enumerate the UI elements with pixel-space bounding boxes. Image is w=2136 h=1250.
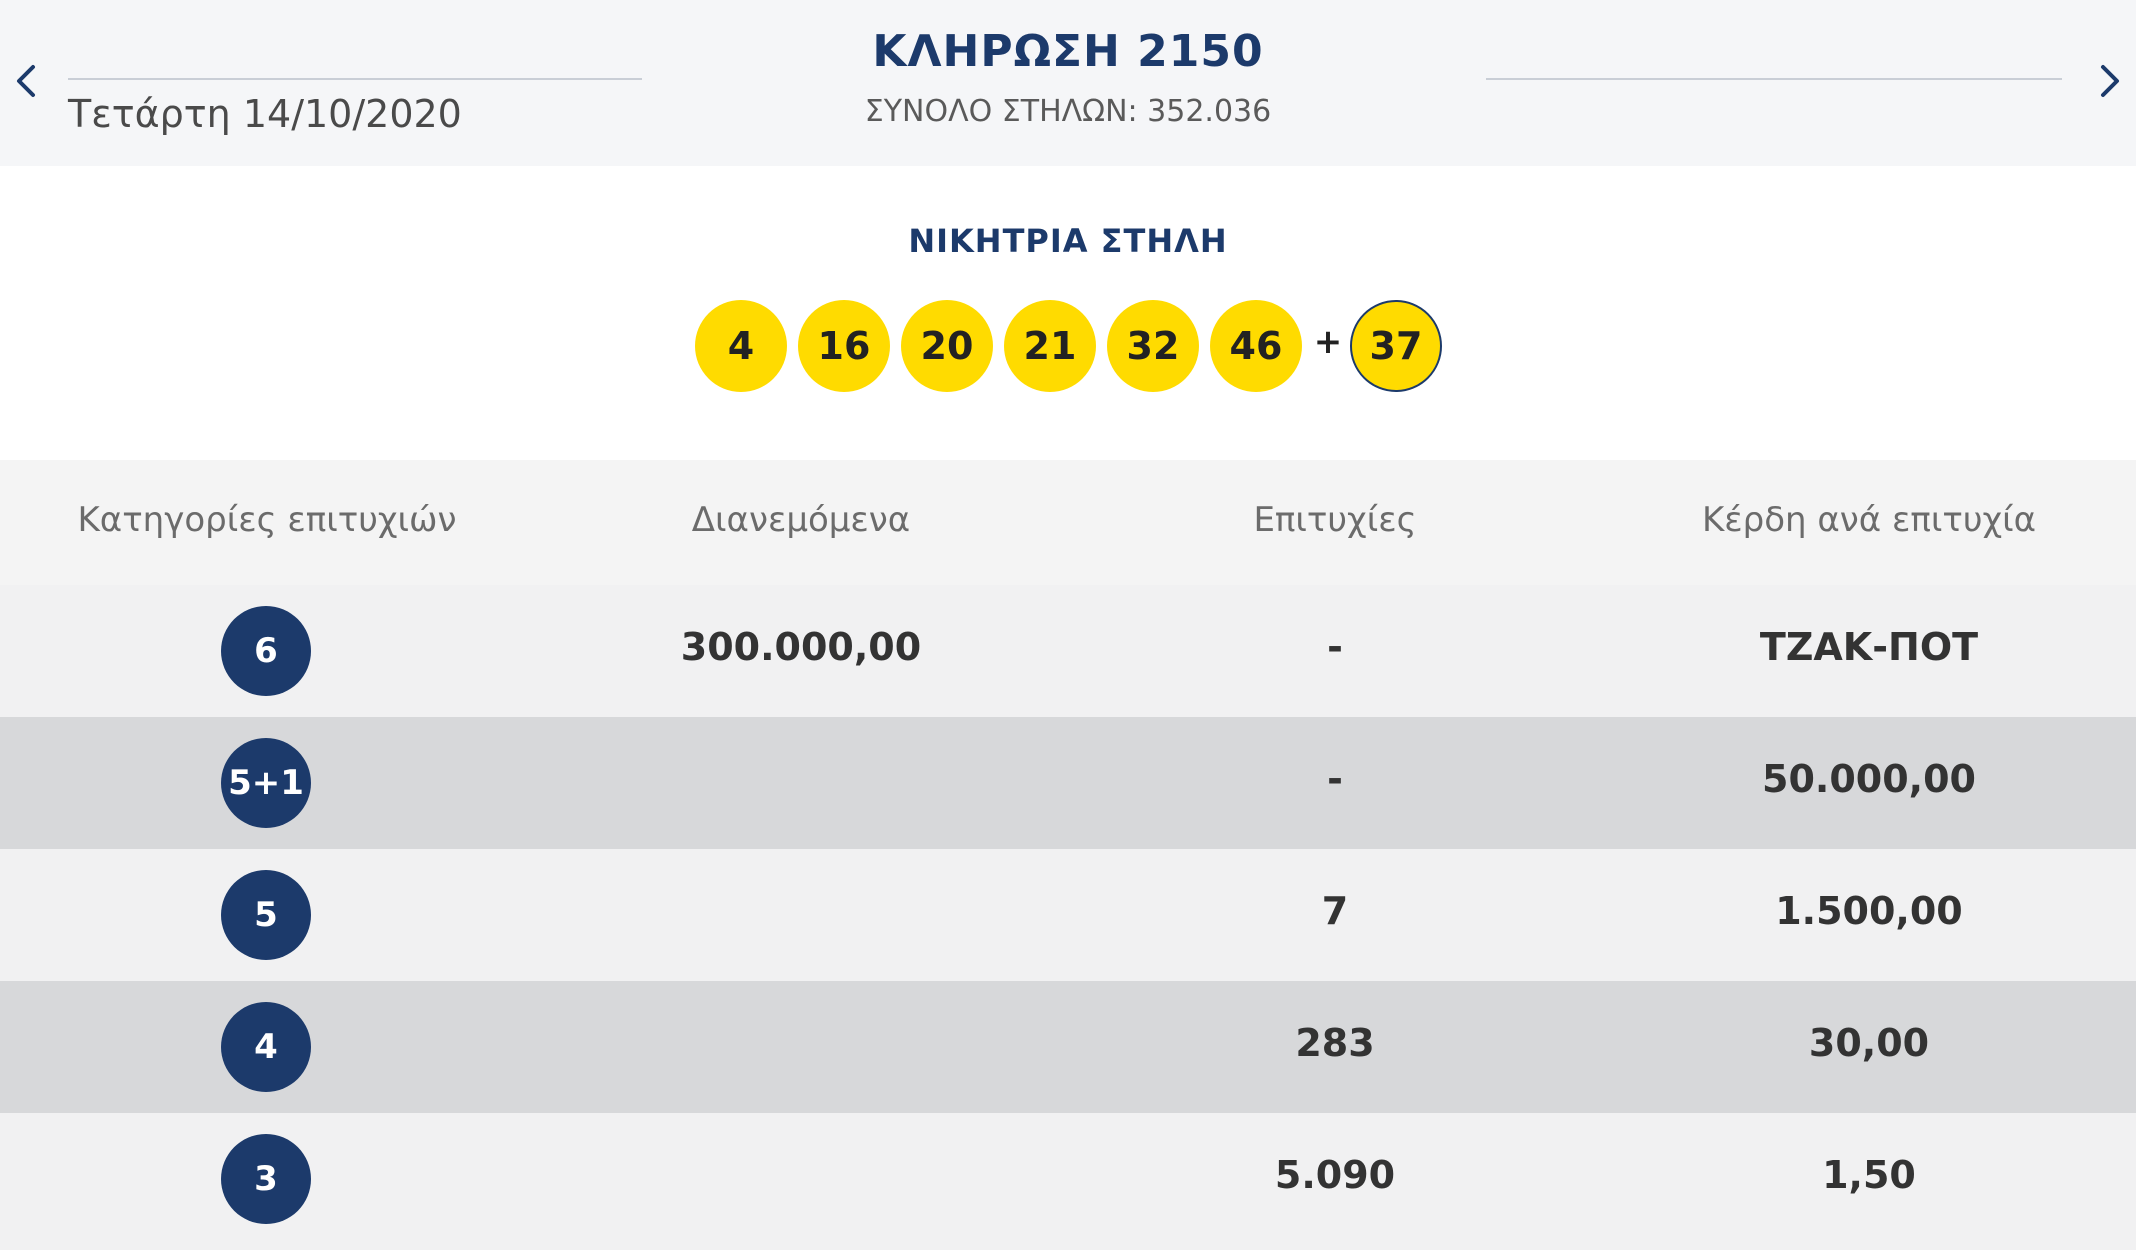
prize-value: ΤΖΑΚ-ΠΟΤ bbox=[1759, 625, 1979, 669]
table-row: 5 7 1.500,00 bbox=[0, 849, 2136, 981]
total-columns: ΣΥΝΟΛΟ ΣΤΗΛΩΝ: 352.036 bbox=[864, 94, 1272, 129]
category-badge: 3 bbox=[221, 1134, 311, 1224]
chevron-left-icon bbox=[17, 65, 35, 97]
winners-value: 5.090 bbox=[1274, 1153, 1396, 1197]
header-distributed: Διανεμόμενα bbox=[691, 500, 911, 540]
table-row: 3 5.090 1,50 bbox=[0, 1113, 2136, 1250]
previous-draw-button[interactable] bbox=[0, 46, 50, 116]
draw-title: ΚΛΗΡΩΣΗ 2150 bbox=[872, 26, 1264, 77]
table-row: 4 283 30,00 bbox=[0, 981, 2136, 1113]
category-badge: 4 bbox=[221, 1002, 311, 1092]
prize-value: 30,00 bbox=[1808, 1021, 1930, 1065]
winning-ball: 46 bbox=[1210, 300, 1302, 392]
prize-value: 50.000,00 bbox=[1762, 757, 1976, 801]
bonus-ball: 37 bbox=[1350, 300, 1442, 392]
winning-ball: 16 bbox=[798, 300, 890, 392]
results-table-header: Κατηγορίες επιτυχιών Διανεμόμενα Επιτυχί… bbox=[0, 460, 2136, 585]
draw-date: Τετάρτη 14/10/2020 bbox=[68, 92, 462, 136]
winners-value: - bbox=[1327, 625, 1343, 669]
header-divider-right bbox=[1486, 78, 2062, 80]
winning-ball: 4 bbox=[695, 300, 787, 392]
category-badge: 5 bbox=[221, 870, 311, 960]
winners-value: 283 bbox=[1295, 1021, 1375, 1065]
winning-ball: 32 bbox=[1107, 300, 1199, 392]
winning-column-label: ΝΙΚΗΤΡΙΑ ΣΤΗΛΗ bbox=[908, 222, 1228, 260]
table-row: 6 300.000,00 - ΤΖΑΚ-ΠΟΤ bbox=[0, 585, 2136, 717]
plus-sign: + bbox=[1313, 322, 1343, 362]
header-prize-per-winner: Κέρδη ανά επιτυχία bbox=[1701, 500, 2037, 540]
category-badge: 6 bbox=[221, 606, 311, 696]
draw-header: Τετάρτη 14/10/2020 ΚΛΗΡΩΣΗ 2150 ΣΥΝΟΛΟ Σ… bbox=[0, 0, 2136, 166]
prize-value: 1.500,00 bbox=[1775, 889, 1963, 933]
distributed-value: 300.000,00 bbox=[680, 625, 922, 669]
winners-value: - bbox=[1327, 757, 1343, 801]
winners-value: 7 bbox=[1321, 889, 1349, 933]
table-row: 5+1 - 50.000,00 bbox=[0, 717, 2136, 849]
next-draw-button[interactable] bbox=[2086, 46, 2136, 116]
winning-ball: 21 bbox=[1004, 300, 1096, 392]
chevron-right-icon bbox=[2101, 65, 2119, 97]
header-categories: Κατηγορίες επιτυχιών bbox=[77, 500, 457, 540]
header-winners: Επιτυχίες bbox=[1253, 500, 1417, 540]
header-divider-left bbox=[68, 78, 642, 80]
prize-value: 1,50 bbox=[1822, 1153, 1916, 1197]
winning-ball: 20 bbox=[901, 300, 993, 392]
category-badge: 5+1 bbox=[221, 738, 311, 828]
